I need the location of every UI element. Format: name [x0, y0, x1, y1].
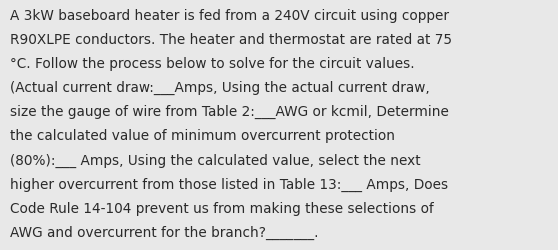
Text: the calculated value of minimum overcurrent protection: the calculated value of minimum overcurr… [10, 129, 395, 143]
Text: °C. Follow the process below to solve for the circuit values.: °C. Follow the process below to solve fo… [10, 57, 415, 71]
Text: R90XLPE conductors. The heater and thermostat are rated at 75: R90XLPE conductors. The heater and therm… [10, 33, 452, 47]
Text: Code Rule 14-104 prevent us from making these selections of: Code Rule 14-104 prevent us from making … [10, 201, 434, 215]
Text: size the gauge of wire from Table 2:___AWG or kcmil, Determine: size the gauge of wire from Table 2:___A… [10, 105, 449, 119]
Text: AWG and overcurrent for the branch?_______.: AWG and overcurrent for the branch?_____… [10, 225, 319, 239]
Text: (80%):___ Amps, Using the calculated value, select the next: (80%):___ Amps, Using the calculated val… [10, 153, 421, 167]
Text: A 3kW baseboard heater is fed from a 240V circuit using copper: A 3kW baseboard heater is fed from a 240… [10, 9, 449, 23]
Text: higher overcurrent from those listed in Table 13:___ Amps, Does: higher overcurrent from those listed in … [10, 177, 448, 191]
Text: (Actual current draw:___Amps, Using the actual current draw,: (Actual current draw:___Amps, Using the … [10, 81, 430, 95]
